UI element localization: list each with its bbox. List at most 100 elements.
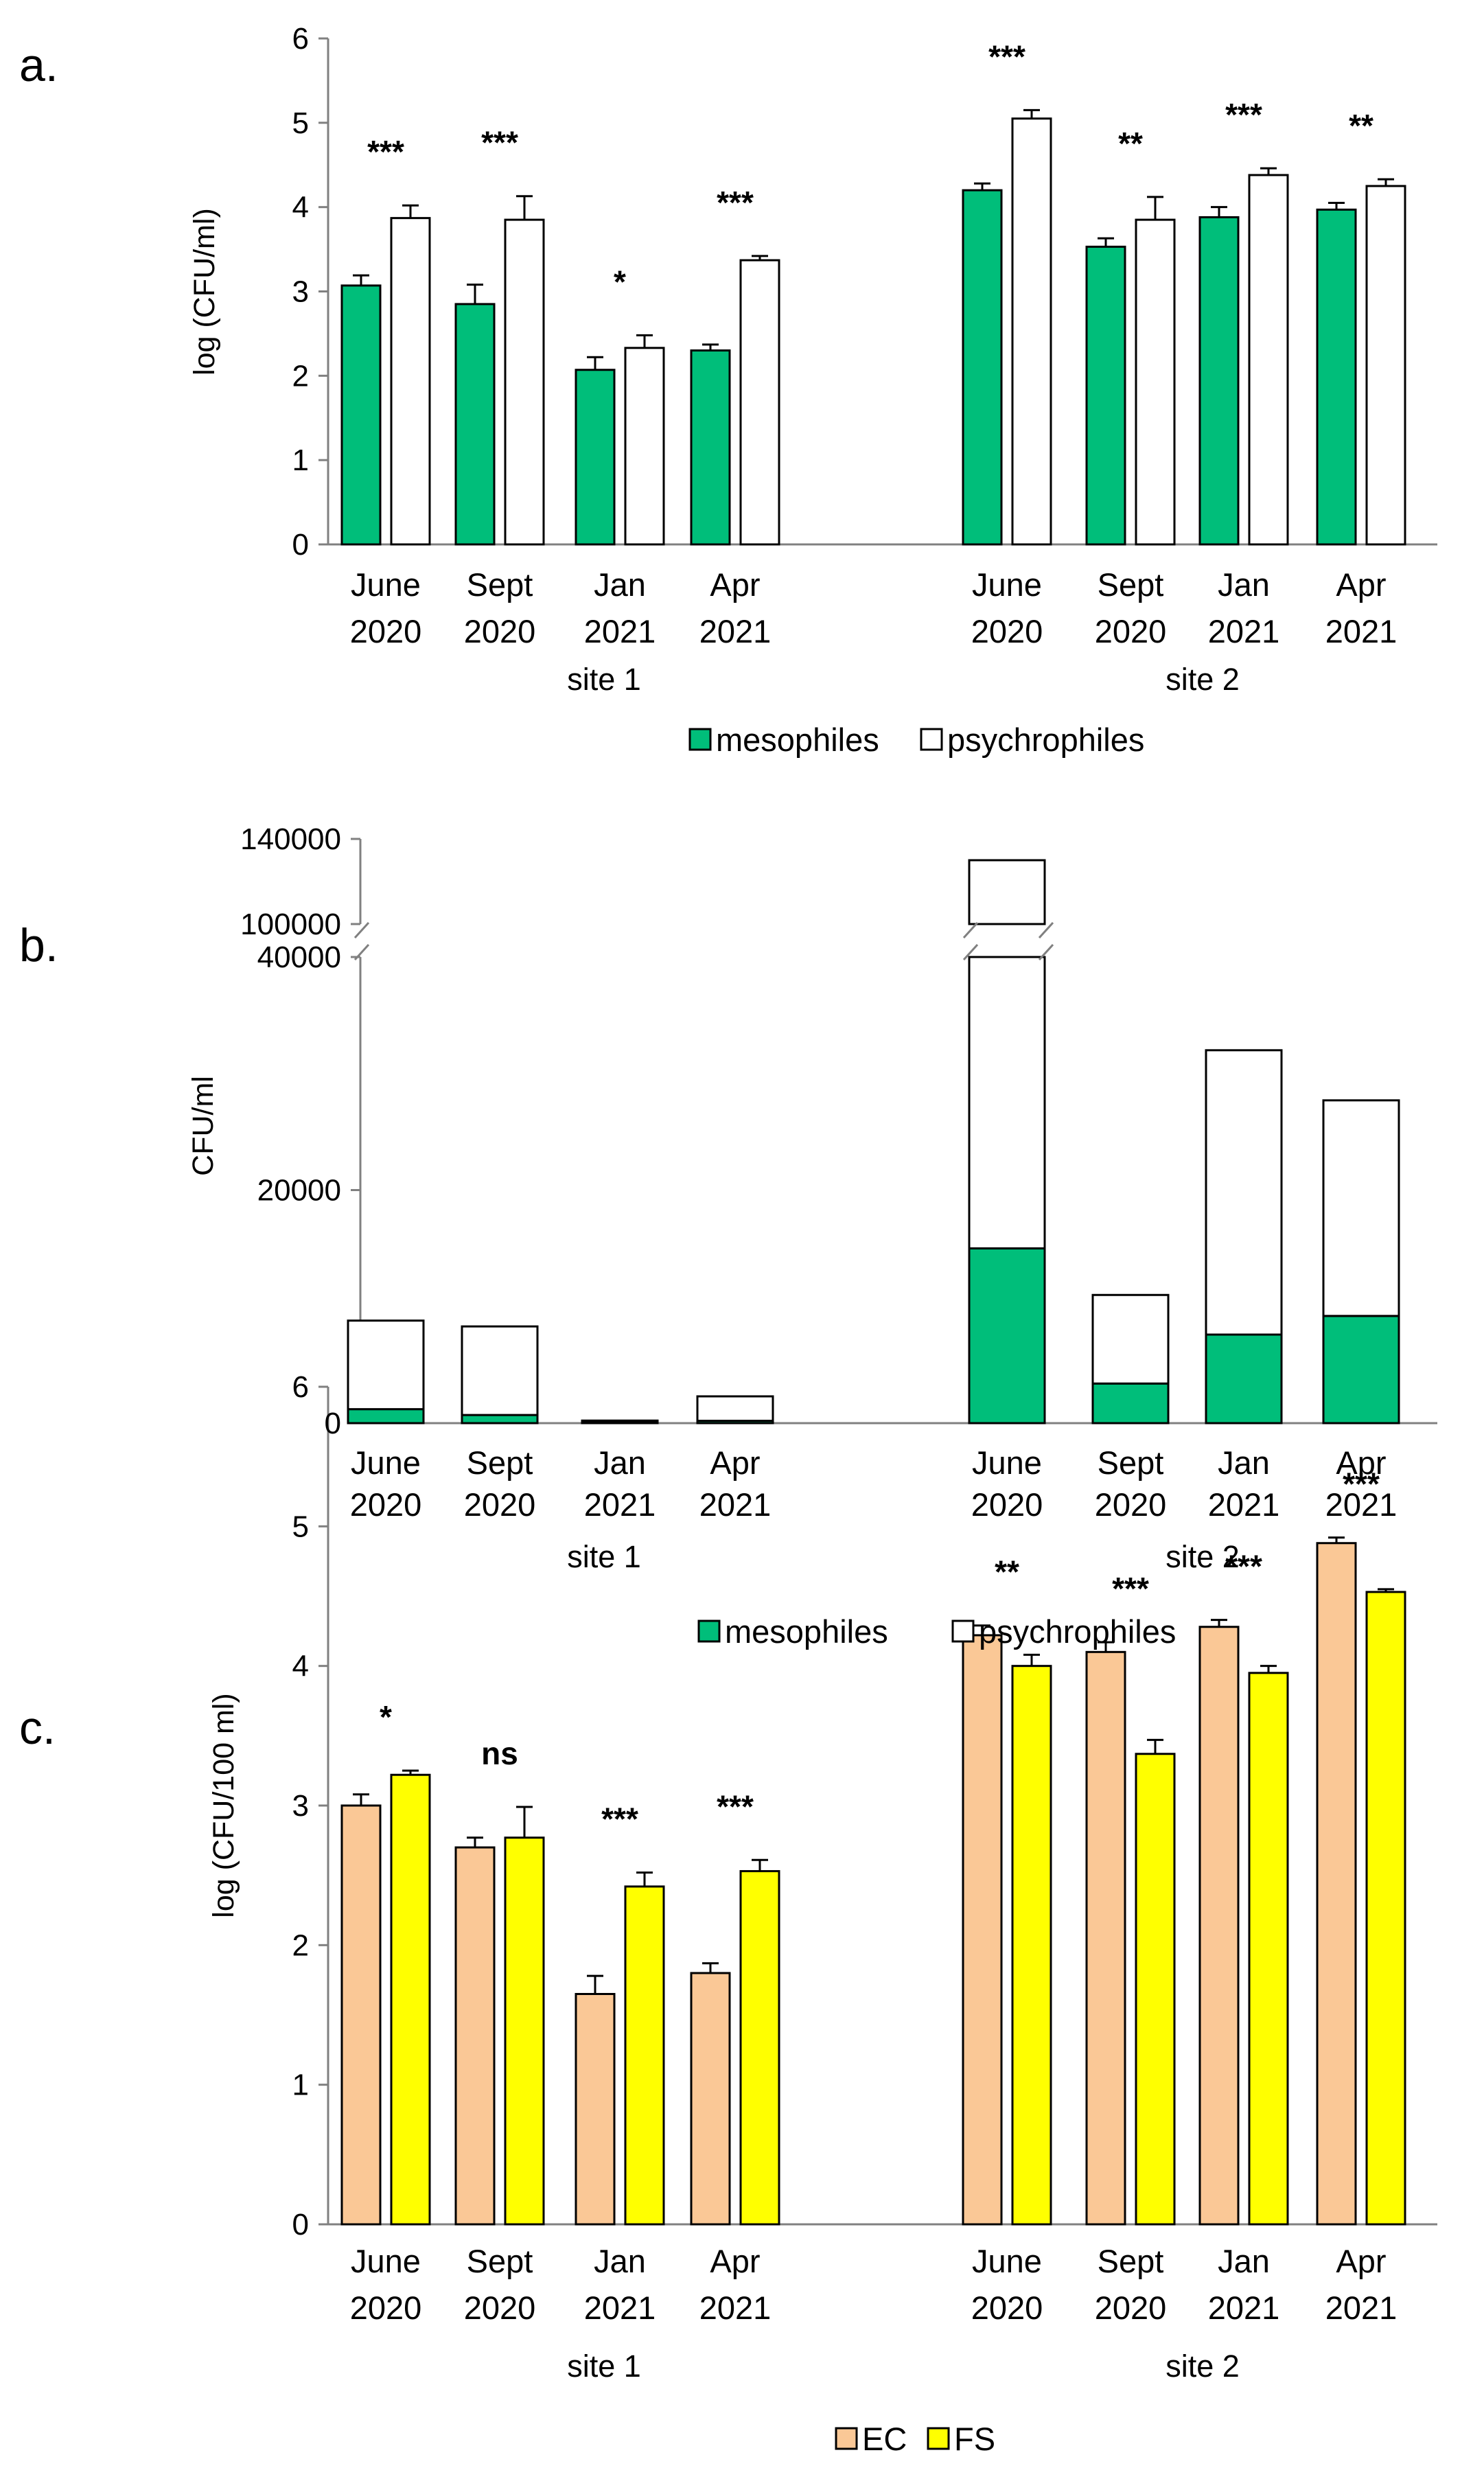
panel-c-bar-EC [575,1993,616,2226]
panel-a-significance-marker: *** [988,38,1025,74]
panel-b-category-month: Jan [1218,1444,1270,1481]
panel-c-bar-FS [390,1773,431,2226]
panel-b-bar-mesophiles [1322,1315,1400,1425]
panel-c-y-tick-label: 1 [292,2068,309,2102]
panel-a-bar-psychrophiles [1248,174,1289,546]
panel-c-y-tick-label: 3 [292,1789,309,1823]
panel-c-category-year: 2020 [971,2290,1043,2326]
panel-a-category-year: 2021 [699,613,772,649]
panel-a-category-month: Sept [1098,566,1164,603]
panel-c-bar-FS [1135,1753,1176,2226]
panel-a-bar-mesophiles [1085,245,1126,546]
panel-a-bar-psychrophiles [1365,185,1406,546]
panel-b-category-year: 2021 [1208,1486,1280,1523]
panel-b-site-label: site 1 [567,1539,641,1574]
panel-a-category-year: 2021 [584,613,656,649]
panel-a-category-month: June [972,566,1042,603]
panel-c-significance-marker: *** [1225,1549,1262,1584]
panel-c-category-month: Sept [1098,2243,1164,2279]
panel-a-bar-mesophiles [454,303,496,546]
panel-c-category-year: 2020 [1095,2290,1167,2326]
panel-a-bar-mesophiles [962,189,1003,546]
panel-c-significance-marker: *** [1343,1466,1380,1502]
panel-a-site-label: site 2 [1166,662,1240,697]
panel-a-y-tick-label: 1 [292,443,309,477]
panel-c-bar-FS [504,1836,545,2226]
panel-b-legend-swatch-mesophiles [697,1619,721,1643]
panel-c-bar-FS [1365,1591,1406,2226]
panel-a-legend-swatch-psychrophiles [920,728,943,751]
panel-c-category-month: Apr [710,2243,760,2279]
panel-a-bar-mesophiles [1198,216,1240,546]
panel-c-site-label: site 1 [567,2349,641,2384]
panel-c-y-tick-label: 0 [292,2208,309,2241]
panel-a-bar-psychrophiles [504,218,545,546]
panel-b-category-month: Jan [594,1444,646,1481]
panel-a-bar-mesophiles [340,284,382,546]
panel-a-bar-psychrophiles [1011,117,1052,546]
panel-b-bar-psychrophiles [1205,1049,1283,1336]
panel-b-bar-mesophiles [1205,1333,1283,1425]
panel-b-bar-break-mark [962,943,979,961]
panel-c-category-month: June [351,2243,421,2279]
panel-c-y-axis-title: log (CFU/100 ml) [207,1693,240,1917]
panel-c-significance-marker: *** [601,1801,638,1837]
panel-a-category-year: 2020 [1095,613,1167,649]
panel-b-bar-break-mark [1038,921,1054,939]
panel-c-y-tick-label: 2 [292,1928,309,1962]
panel-b-category-year: 2021 [699,1486,772,1523]
panel-b-bar-psychrophiles-upper [968,859,1046,925]
panel-a-significance-marker: *** [367,134,404,170]
panel-b-category-year: 2021 [584,1486,656,1523]
panel-b-category-year: 2020 [1095,1486,1167,1523]
panel-c-category-year: 2021 [699,2290,772,2326]
panel-a-significance-marker: ** [1349,108,1373,143]
panel-c-bar-EC [962,1634,1003,2226]
panel-a-significance-marker: * [614,264,626,299]
panel-b-legend-label-mesophiles: mesophiles [725,1613,888,1650]
panel-a-legend-label-mesophiles: mesophiles [716,722,879,758]
panel-a-significance-marker: *** [1225,97,1262,132]
panel-b-bar-psychrophiles [461,1325,539,1416]
panel-c-bar-EC [340,1804,382,2226]
panel-a-y-tick-label: 5 [292,106,309,140]
panel-a-category-year: 2020 [971,613,1043,649]
panel-b-y-tick-label: 20000 [257,1174,341,1208]
panel-c-label: c. [19,1702,56,1754]
panel-b-category-month: Sept [467,1444,533,1481]
panel-c-significance-marker: *** [717,1788,754,1824]
panel-b-bar-mesophiles [1091,1382,1170,1425]
panel-b-bar-mesophiles [968,1247,1046,1425]
panel-a-y-tick-label: 6 [292,22,309,56]
panel-a-category-month: June [351,566,421,603]
panel-b-bar-psychrophiles [1091,1293,1170,1385]
panel-a-site-label: site 1 [567,662,641,697]
panel-b-y-tick-label: 40000 [257,941,341,974]
panel-b-category-year: 2020 [971,1486,1043,1523]
panel-c-category-month: Apr [1336,2243,1386,2279]
panel-a-bar-mesophiles [575,369,616,546]
panel-b-site-label: site 2 [1166,1539,1240,1574]
panel-b-category-month: Sept [1098,1444,1164,1481]
panel-c-legend-swatch-FS [927,2427,950,2450]
panel-c-category-year: 2021 [1208,2290,1280,2326]
panel-c-category-month: June [972,2243,1042,2279]
panel-b-bar-break-mark [1038,943,1054,961]
panel-b-legend-swatch-psychrophiles [951,1619,975,1643]
panel-c-category-month: Sept [467,2243,533,2279]
panel-c-significance-marker: ** [995,1554,1019,1590]
panel-c-legend-label-FS: FS [954,2421,995,2457]
panel-c-bar-EC [690,1972,731,2226]
panel-a-legend-label-psychrophiles: psychrophiles [947,722,1144,758]
panel-c-bar-EC [1198,1626,1240,2226]
panel-b-category-month: June [972,1444,1042,1481]
panel-b-category-year: 2021 [1325,1486,1398,1523]
panel-a-category-month: Apr [1336,566,1386,603]
panel-b-bar-psychrophiles [581,1419,659,1423]
panel-b-axis-break-mark [353,921,370,939]
panel-c-bar-FS [739,1870,780,2226]
panel-a-y-tick-label: 3 [292,275,309,309]
panel-b-legend-label-psychrophiles: psychrophiles [979,1613,1176,1650]
panel-a-category-year: 2020 [350,613,422,649]
